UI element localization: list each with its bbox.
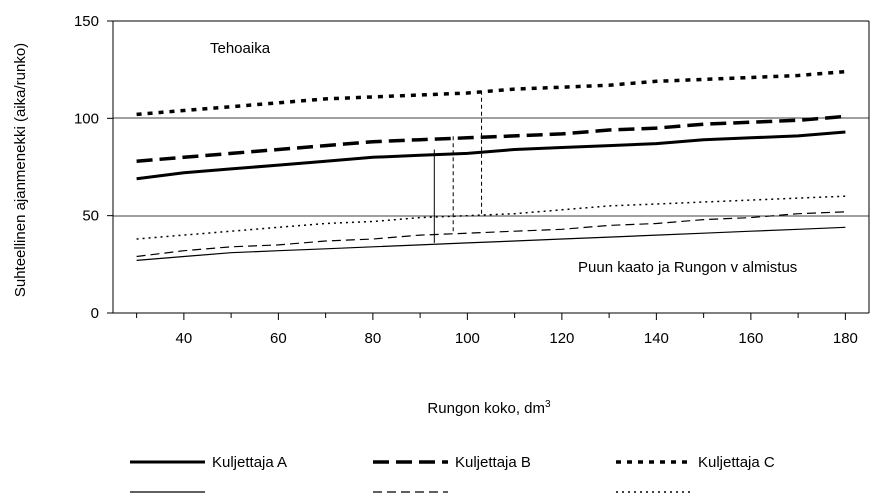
x-tick-label: 180 — [833, 330, 858, 347]
legend-label-2: Kuljettaja B — [455, 454, 531, 471]
y-axis-ticks: 0 50 100 150 — [74, 13, 113, 322]
series-line-6 — [136, 195, 846, 240]
legend: Kuljettaja A Kuljettaja B Kuljettaja C — [130, 454, 775, 493]
x-axis-label-text: Rungon koko, dm — [427, 400, 545, 417]
series-line-2 — [136, 114, 846, 163]
series-line-4 — [136, 226, 846, 261]
y-axis-label: Suhteellinen ajanmenekki (aika/runko) — [12, 43, 29, 297]
x-axis-ticks: 40 60 80 100 120 140 160 180 — [136, 313, 858, 347]
x-axis-label: Rungon koko, dm3 — [427, 399, 551, 417]
series-line-1 — [136, 130, 846, 181]
y-tick-label: 100 — [74, 110, 99, 127]
legend-label-3: Kuljettaja C — [698, 454, 775, 471]
x-tick-label: 100 — [455, 330, 480, 347]
annotation-puun-kaato: Puun kaato ja Rungon v almistus — [578, 259, 797, 276]
series-line-5 — [136, 211, 846, 258]
y-tick-label: 50 — [82, 208, 99, 225]
x-tick-label: 80 — [365, 330, 382, 347]
x-tick-label: 140 — [644, 330, 669, 347]
x-tick-label: 120 — [549, 330, 574, 347]
x-tick-label: 160 — [738, 330, 763, 347]
annotation-tehoaika: Tehoaika — [210, 40, 271, 57]
series-lines — [136, 69, 846, 261]
y-tick-label: 0 — [91, 305, 99, 322]
x-tick-label: 40 — [176, 330, 193, 347]
x-tick-label: 60 — [270, 330, 287, 347]
series-line-3 — [136, 69, 846, 117]
y-tick-label: 150 — [74, 13, 99, 30]
legend-label-1: Kuljettaja A — [212, 454, 287, 471]
vertical-markers — [433, 91, 483, 243]
x-axis-label-superscript: 3 — [545, 399, 551, 410]
